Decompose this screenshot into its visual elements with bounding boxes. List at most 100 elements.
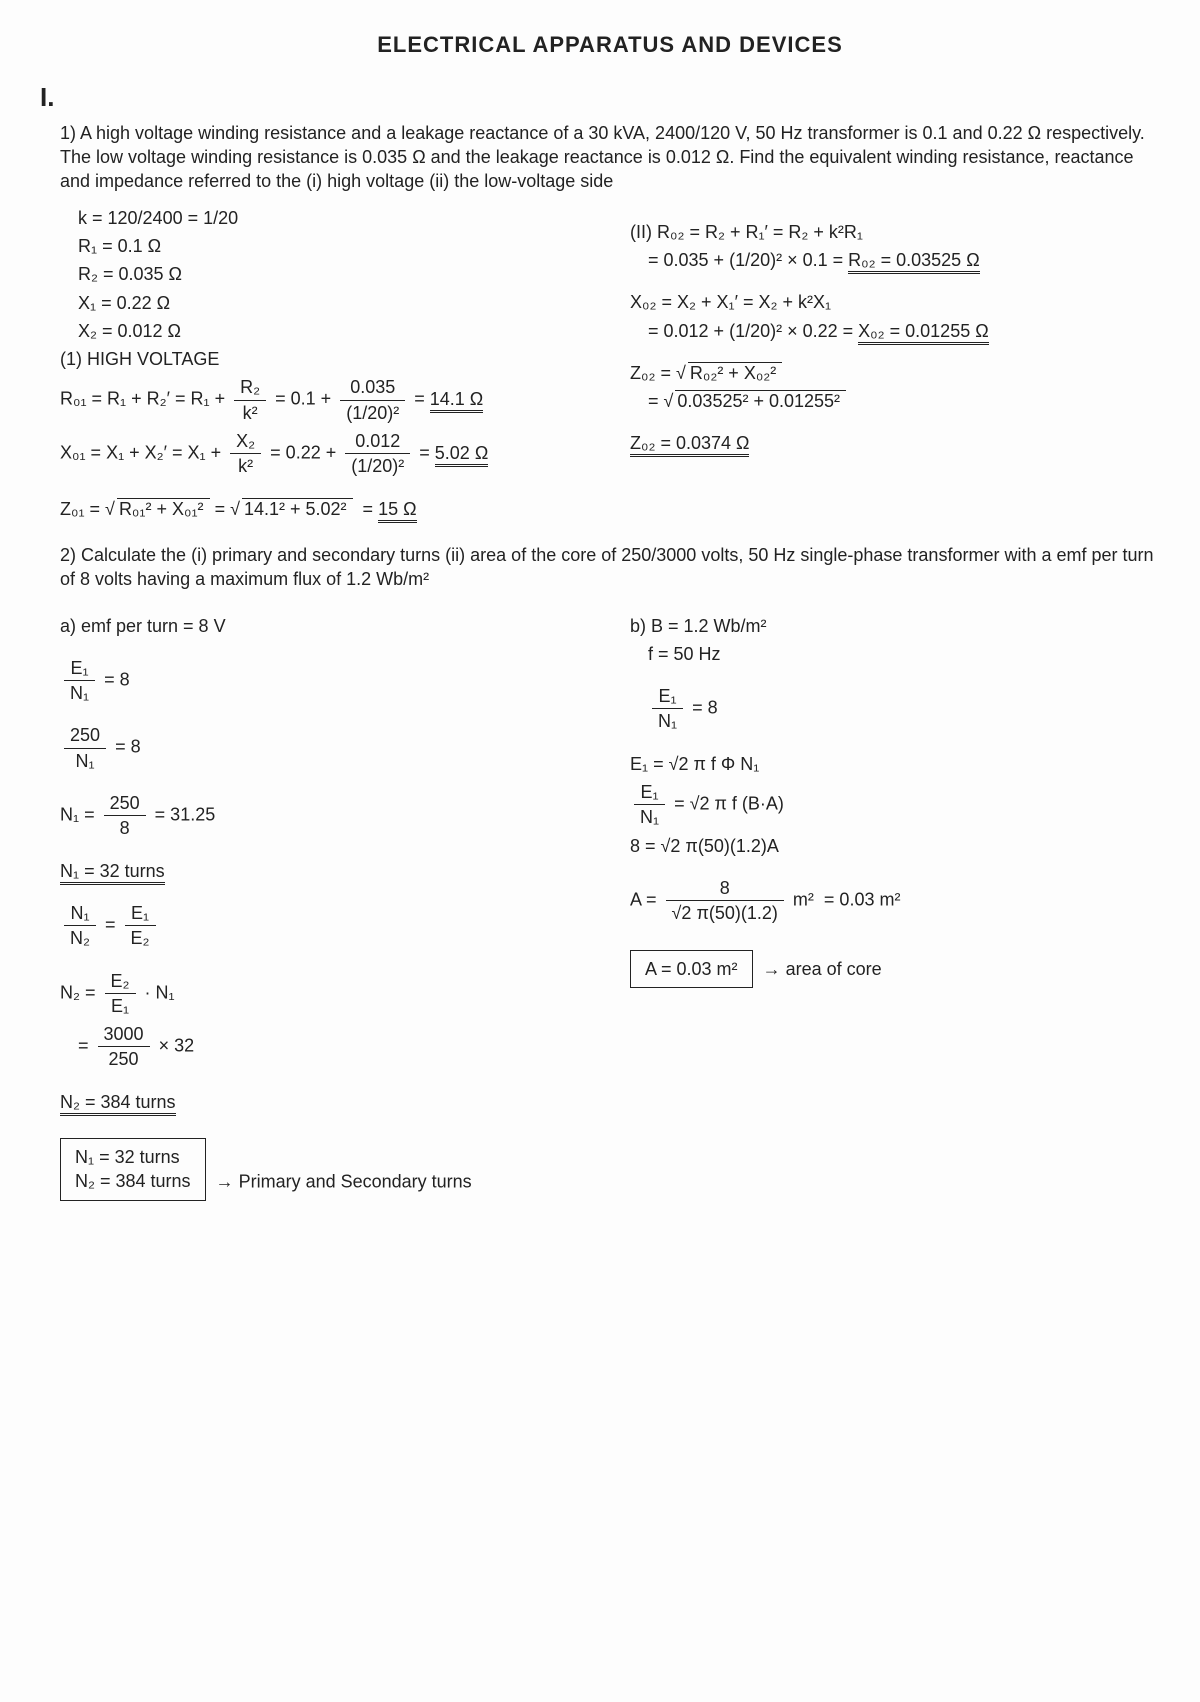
den: k² [234, 401, 266, 425]
rhs: = 8 [692, 698, 718, 718]
box-note: → area of core [763, 959, 882, 979]
rad: R₀₁² + X₀₁² [117, 498, 210, 519]
den: N₁ [634, 805, 665, 829]
ans: 5.02 Ω [435, 443, 489, 467]
text: = 0.012 + (1/20)² × 0.22 = [648, 321, 853, 341]
num: E₁ [125, 901, 156, 926]
lhs: N₁ = [60, 805, 95, 825]
text: = 0.035 + (1/20)² × 0.1 = [648, 250, 843, 270]
box-note: → Primary and Secondary turns [216, 1171, 472, 1191]
q1-X02-lhs: X₀₂ = X₂ + X₁′ = X₂ + k²X₁ [630, 290, 1160, 314]
q2b-emf2: E₁N₁ = √2 π f (B·A) [630, 780, 1160, 830]
num: E₂ [105, 969, 136, 994]
q2a-250: 250N₁ = 8 [60, 723, 590, 773]
q1-Z02-ans: Z₀₂ = 0.0374 Ω [630, 431, 1160, 455]
rhs: = 31.25 [155, 805, 216, 825]
text: = 0.22 + [270, 443, 336, 463]
q1-right-column: (II) R₀₂ = R₂ + R₁′ = R₂ + k²R₁ = 0.035 … [630, 202, 1160, 525]
q2a-N2ans: N₂ = 384 turns [60, 1090, 590, 1114]
box-l1: N₁ = 32 turns [75, 1147, 180, 1167]
q2a-N2calc: = 3000250 × 32 [78, 1022, 590, 1072]
q2a-N2: N₂ = E₂E₁ · N₁ [60, 969, 590, 1019]
den: E₂ [125, 926, 156, 950]
text: = √ [648, 391, 673, 411]
num: N₁ [64, 901, 96, 926]
q1-X2: X₂ = 0.012 Ω [78, 319, 590, 343]
q2a-ratio: N₁N₂ = E₁E₂ [60, 901, 590, 951]
den: E₁ [105, 994, 136, 1018]
q2b-A: A = 8√2 π(50)(1.2) m² = 0.03 m² [630, 876, 1160, 926]
num: R₂ [234, 375, 266, 400]
eq: = [105, 914, 116, 934]
den: 8 [104, 816, 146, 840]
q2a-head: a) emf per turn = 8 V [60, 614, 590, 638]
num: 3000 [98, 1022, 150, 1047]
ans: Z₀₂ = 0.0374 Ω [630, 433, 749, 457]
q1-lv-head: (II) R₀₂ = R₂ + R₁′ = R₂ + k²R₁ [630, 220, 1160, 244]
den: (1/20)² [345, 454, 410, 478]
q2b-box: A = 0.03 m² → area of core [630, 944, 1160, 994]
ans: R₀₂ = 0.03525 Ω [848, 250, 980, 274]
box: A = 0.03 m² [630, 950, 753, 988]
q1-R01: R₀₁ = R₁ + R₂′ = R₁ + R₂k² = 0.1 + 0.035… [60, 375, 590, 425]
ans: N₂ = 384 turns [60, 1092, 176, 1116]
q2b-head: b) B = 1.2 Wb/m² [630, 614, 1160, 638]
text: Z₀₂ = √ [630, 363, 686, 383]
ans: X₀₂ = 0.01255 Ω [858, 321, 989, 345]
den: √2 π(50)(1.2) [666, 901, 784, 925]
page-title: ELECTRICAL APPARATUS AND DEVICES [60, 30, 1160, 60]
ans: N₁ = 32 turns [60, 861, 165, 885]
q1-left-column: k = 120/2400 = 1/20 R₁ = 0.1 Ω R₂ = 0.03… [60, 202, 590, 525]
q2-text: 2) Calculate the (i) primary and seconda… [60, 543, 1160, 592]
text: = √ [215, 499, 240, 519]
text: = 0.1 + [275, 389, 331, 409]
den: N₂ [64, 926, 96, 950]
section-number: I. [40, 80, 1160, 115]
unit: m² [793, 889, 814, 909]
q1-text: 1) A high voltage winding resistance and… [60, 121, 1160, 194]
den: N₁ [64, 749, 106, 773]
q1-X02: = 0.012 + (1/20)² × 0.22 = X₀₂ = 0.01255… [648, 319, 1160, 343]
q1-X1: X₁ = 0.22 Ω [78, 291, 590, 315]
q1-hv-head: (1) HIGH VOLTAGE [60, 347, 590, 371]
q1-k: k = 120/2400 = 1/20 [78, 206, 590, 230]
num: 0.035 [340, 375, 405, 400]
q1-Z02-2: = √0.03525² + 0.01255² [648, 389, 1160, 413]
box-l2: N₂ = 384 turns [75, 1171, 191, 1191]
q1-Z01: Z₀₁ = √R₀₁² + X₀₁² = √14.1² + 5.02² = 15… [60, 497, 590, 521]
den: N₁ [652, 709, 683, 733]
num: E₁ [652, 684, 683, 709]
num: X₂ [230, 429, 261, 454]
num: 250 [64, 723, 106, 748]
num: E₁ [634, 780, 665, 805]
q2b-f: f = 50 Hz [648, 642, 1160, 666]
q1-R2: R₂ = 0.035 Ω [78, 262, 590, 286]
ans: 15 Ω [378, 499, 416, 523]
q2a-N1calc: N₁ = 2508 = 31.25 [60, 791, 590, 841]
num: E₁ [64, 656, 95, 681]
rhs: = 8 [104, 669, 130, 689]
rhs: = √2 π f (B·A) [674, 794, 784, 814]
rhs: = 0.03 m² [824, 889, 901, 909]
q1-Z02-1: Z₀₂ = √R₀₂² + X₀₂² [630, 361, 1160, 385]
q2a-column: a) emf per turn = 8 V E₁N₁ = 8 250N₁ = 8… [60, 610, 590, 1211]
num: 0.012 [345, 429, 410, 454]
den: k² [230, 454, 261, 478]
q2a-N1ans: N₁ = 32 turns [60, 859, 590, 883]
rhs: × 32 [159, 1036, 195, 1056]
text: Z₀₁ = √ [60, 499, 115, 519]
q2b-e1n1: E₁N₁ = 8 [648, 684, 1160, 734]
rad: 14.1² + 5.02² [242, 498, 353, 519]
ans: 14.1 Ω [430, 389, 484, 413]
q2b-column: b) B = 1.2 Wb/m² f = 50 Hz E₁N₁ = 8 E₁ =… [630, 610, 1160, 1211]
q2a-e1n1: E₁N₁ = 8 [60, 656, 590, 706]
q2b-emf1: E₁ = √2 π f Φ N₁ [630, 752, 1160, 776]
den: N₁ [64, 681, 95, 705]
num: 250 [104, 791, 146, 816]
rad: 0.03525² + 0.01255² [675, 390, 846, 411]
q2b-emf3: 8 = √2 π(50)(1.2)A [630, 834, 1160, 858]
den: (1/20)² [340, 401, 405, 425]
lhs: N₂ = [60, 982, 96, 1002]
q1-R1: R₁ = 0.1 Ω [78, 234, 590, 258]
q1-R02: = 0.035 + (1/20)² × 0.1 = R₀₂ = 0.03525 … [648, 248, 1160, 272]
